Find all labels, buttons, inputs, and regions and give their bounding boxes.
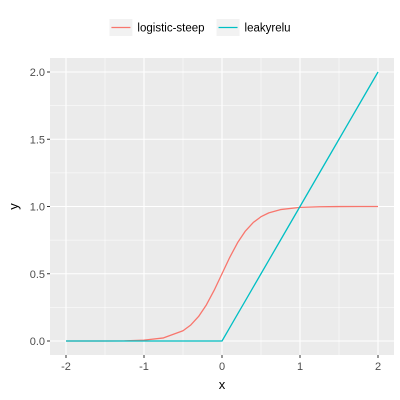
legend-label-logistic-steep: logistic-steep bbox=[137, 23, 204, 35]
series-line-leakyrelu bbox=[66, 71, 379, 342]
series-line-logistic-steep bbox=[65, 205, 379, 342]
y-axis: 0.0 0.5 1.0 1.5 2.0 bbox=[30, 67, 50, 348]
x-axis: -2 -1 0 1 2 bbox=[61, 355, 381, 373]
x-tick-label: 2 bbox=[375, 361, 381, 373]
x-tick-label: -2 bbox=[61, 361, 71, 373]
legend-label-leakyrelu: leakyrelu bbox=[245, 23, 291, 35]
y-tick-label: 1.5 bbox=[30, 134, 45, 146]
x-axis-title: x bbox=[219, 377, 226, 392]
y-tick-label: 1.0 bbox=[30, 202, 45, 214]
y-tick-label: 2.0 bbox=[30, 67, 45, 79]
y-tick-label: 0.0 bbox=[30, 336, 45, 348]
x-tick-label: -1 bbox=[139, 361, 149, 373]
x-tick-label: 1 bbox=[297, 361, 303, 373]
series-lines bbox=[65, 71, 379, 342]
y-tick-label: 0.5 bbox=[30, 269, 45, 281]
legend: logistic-steep leakyrelu bbox=[109, 19, 291, 36]
y-axis-title: y bbox=[6, 203, 21, 210]
x-tick-label: 0 bbox=[219, 361, 225, 373]
